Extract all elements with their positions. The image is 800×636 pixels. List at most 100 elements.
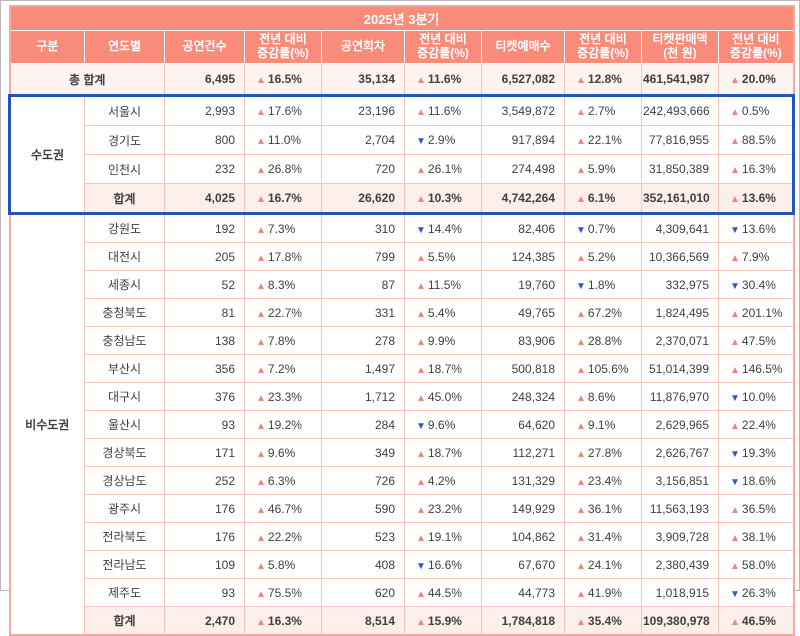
change-cell: ▲ 2.7% — [564, 94, 642, 126]
value-cell: 35,134 — [321, 63, 405, 96]
up-triangle-icon: ▲ — [256, 504, 266, 516]
change-cell: ▼ 26.3% — [717, 578, 795, 607]
value-cell: 19,760 — [481, 270, 565, 299]
change-value: 35.4% — [587, 613, 622, 628]
value-cell: 64,620 — [481, 410, 565, 439]
change-cell: ▲ 201.1% — [717, 298, 795, 327]
change-cell: ▼ 10.0% — [717, 382, 795, 411]
up-triangle-icon: ▲ — [576, 392, 586, 404]
down-triangle-icon: ▼ — [730, 224, 740, 236]
down-triangle-icon: ▼ — [576, 280, 586, 292]
change-cell: ▲ 7.9% — [717, 242, 795, 271]
change-value: 9.6% — [427, 417, 456, 432]
table-row: 충청북도 81 ▲ 22.7% 331 ▲ 5.4% 49,765 ▲ 67.2% 1,824,49… — [10, 298, 795, 327]
change-cell: ▲ 31.4% — [564, 522, 642, 551]
value-cell: 4,025 — [164, 183, 245, 215]
up-triangle-icon: ▲ — [730, 336, 740, 348]
up-triangle-icon: ▲ — [256, 448, 266, 460]
value-cell: 252 — [164, 466, 245, 495]
change-value: 5.9% — [587, 162, 616, 176]
change-cell: ▲ 46.7% — [244, 494, 322, 523]
change-value: 36.5% — [741, 501, 776, 516]
value-cell: 6,495 — [164, 63, 245, 96]
value-cell: 51,014,399 — [641, 354, 719, 383]
value-cell: 93 — [164, 410, 245, 439]
region-cell: 충청남도 — [84, 326, 165, 355]
up-triangle-icon: ▲ — [416, 448, 426, 460]
value-cell: 49,765 — [481, 298, 565, 327]
up-triangle-icon: ▲ — [576, 476, 586, 488]
change-cell: ▲ 23.2% — [404, 494, 482, 523]
change-value: 16.3% — [267, 613, 302, 628]
change-value: 45.0% — [427, 389, 462, 404]
change-value: 5.2% — [587, 249, 616, 264]
change-cell: ▲ 36.5% — [717, 494, 795, 523]
table-row: 전라남도 109 ▲ 5.8% 408 ▼ 16.6% 67,670 ▲ 24.1% 2,380,4… — [10, 550, 795, 579]
up-triangle-icon: ▲ — [416, 194, 426, 205]
up-triangle-icon: ▲ — [576, 336, 586, 348]
change-value: 46.7% — [267, 501, 302, 516]
change-value: 19.1% — [427, 529, 462, 544]
change-cell: ▲ 9.1% — [564, 410, 642, 439]
column-header: 티켓판매액 (천 원) — [641, 30, 719, 64]
change-value: 0.5% — [741, 104, 770, 118]
change-value: 58.0% — [741, 557, 776, 572]
change-value: 18.7% — [427, 445, 462, 460]
change-cell: ▲ 35.4% — [564, 606, 642, 636]
region-cell: 인천시 — [84, 154, 165, 184]
value-cell: 3,549,872 — [481, 94, 565, 126]
change-cell: ▲ 13.6% — [717, 183, 796, 215]
value-cell: 31,850,389 — [641, 154, 719, 184]
up-triangle-icon: ▲ — [256, 136, 266, 147]
value-cell: 26,620 — [321, 183, 405, 215]
change-value: 22.1% — [587, 133, 622, 147]
down-triangle-icon: ▼ — [730, 448, 740, 460]
up-triangle-icon: ▲ — [730, 252, 740, 264]
change-cell: ▼ 13.6% — [717, 213, 795, 243]
up-triangle-icon: ▲ — [256, 392, 266, 404]
change-cell: ▲ 45.0% — [404, 382, 482, 411]
value-cell: 104,862 — [481, 522, 565, 551]
table-row: 전라북도 176 ▲ 22.2% 523 ▲ 19.1% 104,862 ▲ 31.4% 3,909… — [10, 522, 795, 551]
region-cell: 대전시 — [84, 242, 165, 271]
change-value: 22.7% — [267, 305, 302, 320]
change-cell: ▲ 16.7% — [244, 183, 322, 215]
up-triangle-icon: ▲ — [416, 107, 426, 118]
table-row: 광주시 176 ▲ 46.7% 590 ▲ 23.2% 149,929 ▲ 36.1% 11,563… — [10, 494, 795, 523]
up-triangle-icon: ▲ — [416, 280, 426, 292]
change-value: 7.8% — [267, 333, 296, 348]
up-triangle-icon: ▲ — [256, 194, 266, 205]
change-value: 31.4% — [587, 529, 622, 544]
value-cell: 278 — [321, 326, 405, 355]
change-value: 88.5% — [741, 133, 776, 147]
up-triangle-icon: ▲ — [576, 364, 586, 376]
value-cell: 93 — [164, 578, 245, 607]
change-cell: ▲ 9.9% — [404, 326, 482, 355]
table-row: 대구시 376 ▲ 23.3% 1,712 ▲ 45.0% 248,324 ▲ 8.6% 11,87… — [10, 382, 795, 411]
up-triangle-icon: ▲ — [576, 504, 586, 516]
grand-total-row: 총 합계 6,495 ▲ 16.5% 35,134 ▲ 11.6% 6,527,082 ▲ 12.… — [9, 63, 795, 96]
change-cell: ▲ 17.8% — [244, 242, 322, 271]
change-cell: ▲ 11.0% — [244, 125, 322, 155]
change-cell: ▲ 11.6% — [404, 94, 482, 126]
up-triangle-icon: ▲ — [416, 588, 426, 600]
change-cell: ▲ 19.1% — [404, 522, 482, 551]
group-label: 수도권 — [8, 94, 85, 215]
up-triangle-icon: ▲ — [256, 75, 266, 86]
down-triangle-icon: ▼ — [730, 280, 740, 292]
change-cell: ▲ 4.2% — [404, 466, 482, 495]
region-cell: 전라남도 — [84, 550, 165, 579]
up-triangle-icon: ▲ — [576, 194, 586, 205]
value-cell: 620 — [321, 578, 405, 607]
up-triangle-icon: ▲ — [730, 165, 740, 176]
change-cell: ▼ 18.6% — [717, 466, 795, 495]
change-cell: ▼ 1.8% — [564, 270, 642, 299]
change-cell: ▲ 22.7% — [244, 298, 322, 327]
up-triangle-icon: ▲ — [256, 336, 266, 348]
value-cell: 112,271 — [481, 438, 565, 467]
value-cell: 52 — [164, 270, 245, 299]
change-value: 24.1% — [587, 557, 622, 572]
change-cell: ▲ 5.8% — [244, 550, 322, 579]
change-value: 7.9% — [741, 249, 770, 264]
change-value: 8.6% — [587, 389, 616, 404]
